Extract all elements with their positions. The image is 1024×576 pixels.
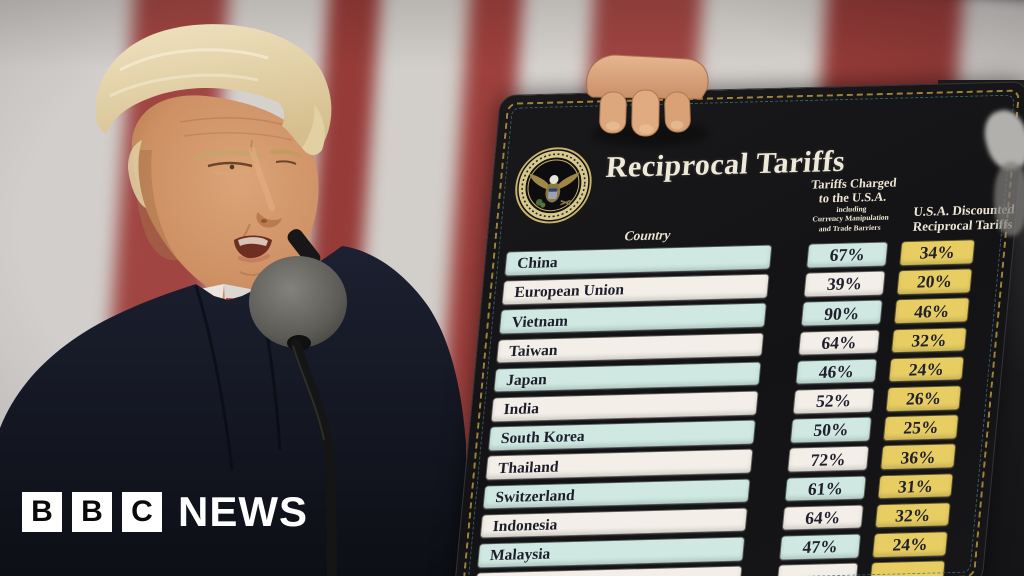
eye: [275, 160, 297, 165]
fingernail: [670, 120, 684, 130]
nose-bridge: [249, 147, 275, 211]
eyebrow: [270, 149, 302, 158]
bbc-logo-block: C: [122, 492, 162, 532]
eye-pupil: [229, 164, 235, 170]
hand-back: [586, 54, 709, 100]
bbc-logo-wordmark: NEWS: [178, 488, 308, 535]
suit: [0, 246, 467, 576]
nose-tip: [256, 212, 282, 228]
eye: [207, 161, 253, 168]
eye-bag: [211, 170, 251, 175]
bbc-logo-block: B: [22, 492, 62, 532]
hair-highlight: [109, 73, 259, 98]
teeth: [238, 237, 268, 246]
lower-lip: [238, 254, 270, 263]
nostril: [261, 219, 267, 223]
forehead-crease: [179, 117, 289, 127]
bbc-logo-block: B: [72, 492, 112, 532]
bbc-news-logo: B B C NEWS: [22, 488, 308, 535]
hair-wisp: [128, 140, 146, 208]
microphone-body: [287, 229, 321, 267]
microphone-windscreen: [249, 256, 347, 348]
hair-highlight: [119, 48, 269, 72]
speaker-figure: [0, 24, 467, 576]
face-shadow: [135, 150, 178, 261]
fingernail: [606, 121, 620, 131]
tariff-board: Reciprocal Tariffs Country Tariffs Charg…: [453, 81, 1024, 576]
microphone-gooseneck: [291, 339, 337, 576]
forehead-crease: [183, 132, 293, 141]
presidential-seal-icon: [515, 147, 592, 224]
face: [131, 95, 319, 298]
fingernail: [639, 124, 653, 134]
background-blob: [994, 162, 1024, 236]
hair-fringe: [302, 104, 325, 156]
lapel: [194, 285, 234, 471]
fingers: [599, 89, 691, 137]
gooseneck-highlight: [292, 345, 325, 441]
